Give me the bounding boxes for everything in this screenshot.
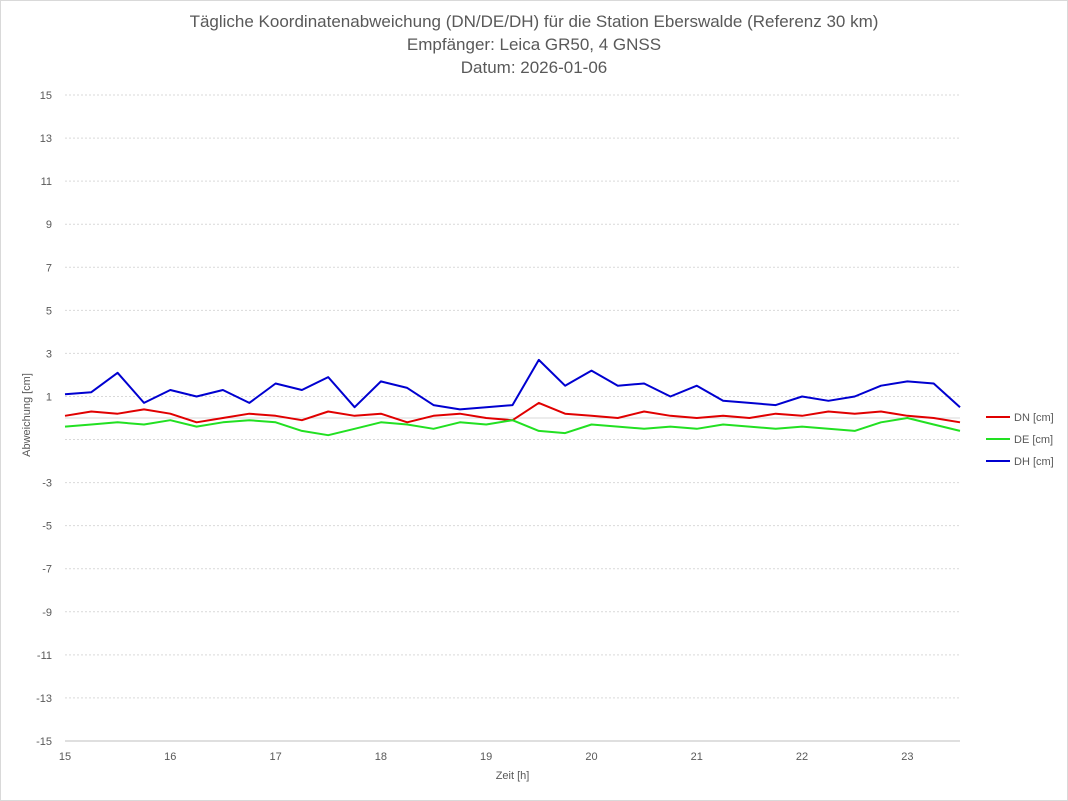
x-tick-label: 17 [269, 751, 281, 763]
x-tick-label: 20 [585, 751, 597, 763]
y-tick-label: -7 [42, 564, 52, 576]
series-line-de [64, 417, 961, 437]
y-tick-label: -5 [42, 521, 52, 533]
y-tick-label: 1 [46, 391, 52, 403]
x-tick-label: 23 [901, 751, 913, 763]
x-tick-label: 19 [480, 751, 492, 763]
y-tick-label: 5 [46, 305, 52, 317]
legend-label: DE [cm] [1014, 434, 1053, 446]
x-axis-label: Zeit [h] [496, 770, 530, 782]
y-tick-label: -11 [37, 650, 52, 662]
y-tick-label: 11 [41, 176, 52, 188]
series-line-dh [64, 358, 961, 411]
x-tick-label: 16 [164, 751, 176, 763]
legend-label: DH [cm] [1014, 456, 1054, 468]
y-tick-label: -9 [42, 607, 52, 619]
y-tick-label: -3 [42, 478, 52, 490]
y-tick-label: 13 [40, 133, 52, 145]
y-tick-label: 7 [46, 262, 52, 274]
y-tick-label: -15 [36, 736, 52, 748]
y-tick-label: -13 [36, 693, 52, 705]
chart-date: Datum: 2026-01-06 [460, 58, 608, 77]
x-tick-label: 18 [375, 751, 387, 763]
chart-title: Tägliche Koordinatenabweichung (DN/DE/DH… [189, 12, 879, 31]
x-tick-label: 15 [59, 751, 71, 763]
y-tick-label: 9 [46, 219, 52, 231]
x-tick-label: 21 [691, 751, 703, 763]
y-tick-label: 3 [46, 348, 52, 360]
y-tick-label: 15 [40, 90, 52, 102]
y-axis-label: Abweichung [cm] [21, 373, 33, 457]
legend-label: DN [cm] [1014, 412, 1054, 424]
chart-subtitle: Empfänger: Leica GR50, 4 GNSS [406, 35, 662, 54]
x-tick-label: 22 [796, 751, 808, 763]
